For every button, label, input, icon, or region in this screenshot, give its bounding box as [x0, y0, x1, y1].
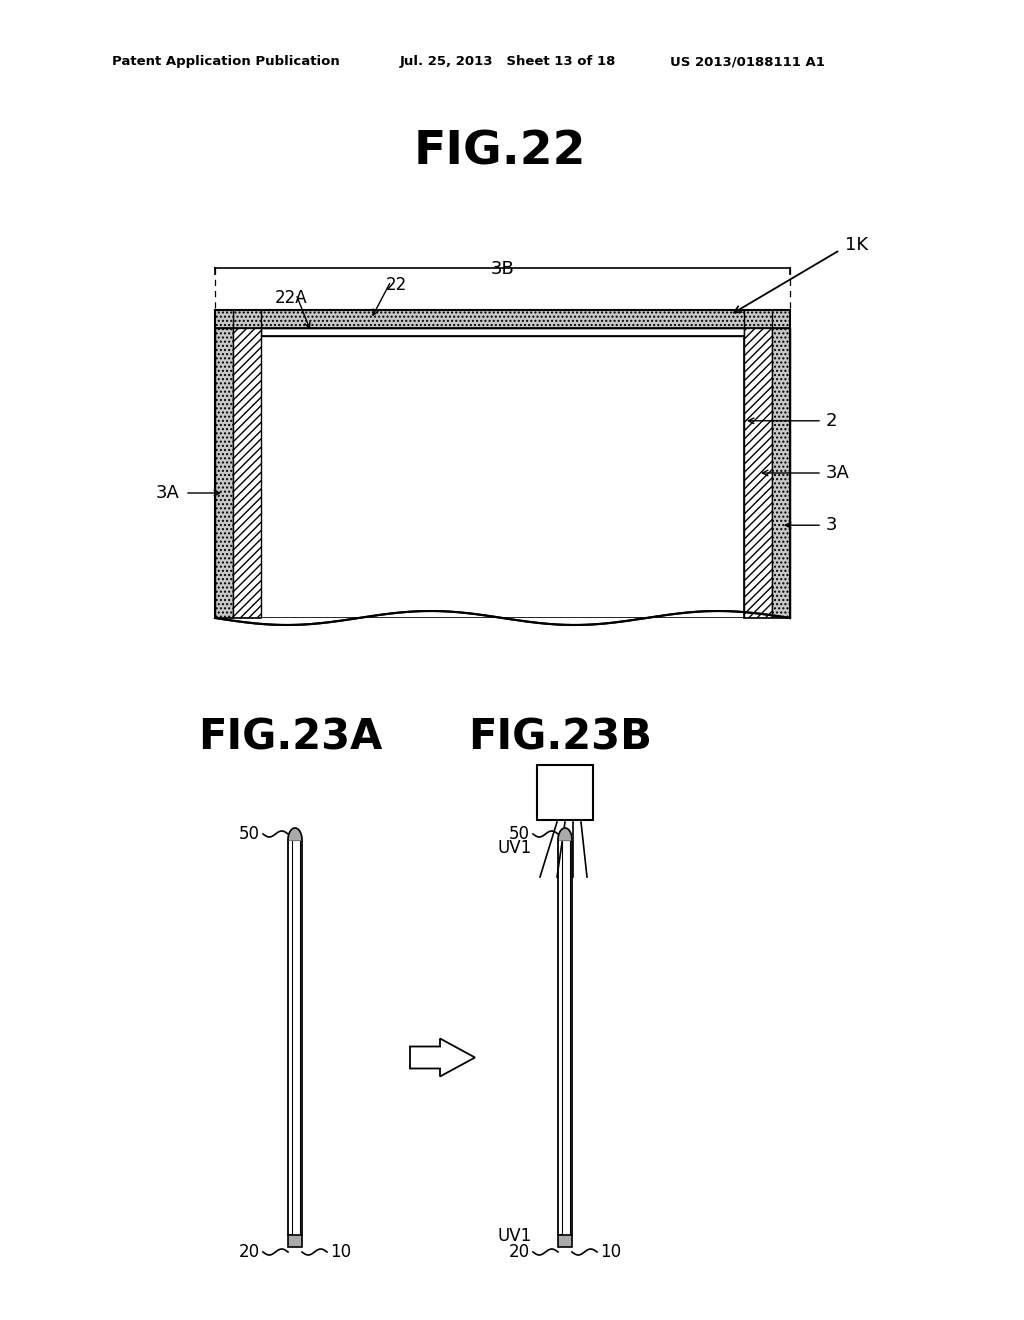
Bar [215, 310, 790, 618]
Bar [288, 1236, 302, 1247]
Text: 3A: 3A [826, 465, 850, 482]
Text: 2: 2 [826, 412, 838, 430]
Bar [537, 766, 593, 820]
Text: 3A: 3A [156, 484, 180, 502]
Bar [772, 327, 790, 618]
Polygon shape [288, 828, 302, 840]
Bar [261, 327, 744, 337]
Text: UV1: UV1 [498, 840, 532, 857]
Bar [562, 840, 570, 1236]
Text: 1K: 1K [845, 236, 868, 253]
Polygon shape [410, 1039, 475, 1077]
Bar [292, 840, 300, 1236]
Text: 20: 20 [239, 1243, 260, 1261]
Text: 50: 50 [239, 825, 260, 843]
Text: US 2013/0188111 A1: US 2013/0188111 A1 [670, 55, 825, 69]
Text: 50: 50 [509, 825, 530, 843]
Polygon shape [558, 828, 572, 840]
Bar [215, 327, 233, 618]
Text: 3B: 3B [490, 260, 514, 279]
Bar [558, 840, 572, 1236]
Text: UV1: UV1 [498, 1228, 532, 1245]
Bar [233, 327, 261, 618]
Text: 22: 22 [385, 276, 407, 294]
Text: FIG.23A: FIG.23A [198, 717, 382, 759]
Bar [558, 1236, 572, 1247]
Text: Jul. 25, 2013   Sheet 13 of 18: Jul. 25, 2013 Sheet 13 of 18 [400, 55, 616, 69]
Text: FIG.22: FIG.22 [414, 129, 587, 174]
Text: 10: 10 [330, 1243, 351, 1261]
Text: FIG.23B: FIG.23B [468, 717, 652, 759]
Text: 10: 10 [600, 1243, 622, 1261]
Bar [215, 310, 790, 327]
Bar [261, 337, 744, 618]
Text: 20: 20 [509, 1243, 530, 1261]
Bar [288, 840, 302, 1236]
Text: 22A: 22A [274, 289, 307, 308]
Bar [215, 618, 790, 649]
Text: Patent Application Publication: Patent Application Publication [112, 55, 340, 69]
Bar [744, 327, 772, 618]
Text: 3: 3 [826, 516, 838, 535]
